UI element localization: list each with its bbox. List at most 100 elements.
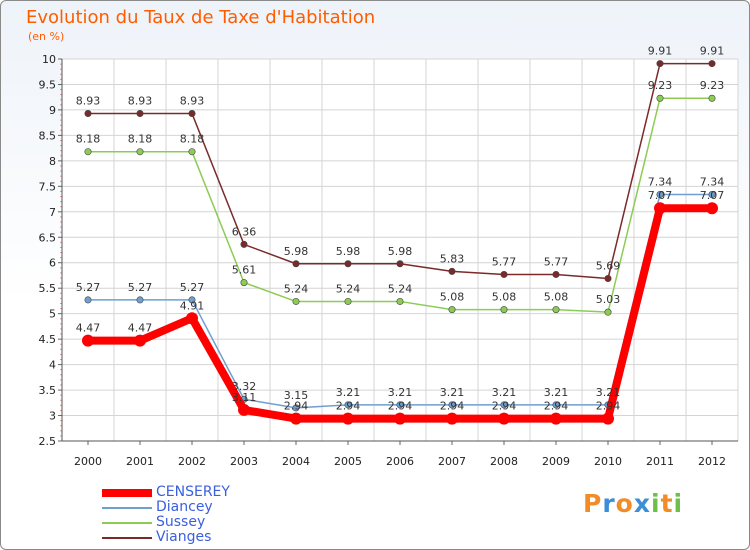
data-point-sussey — [84, 148, 92, 156]
x-tick-label: 2007 — [438, 455, 466, 468]
data-label-diancey: 7.34 — [700, 175, 725, 188]
data-point-censerey — [654, 202, 666, 215]
data-label-diancey: 3.21 — [544, 386, 569, 399]
data-label-censerey: 2.94 — [492, 400, 517, 413]
data-label-censerey: 4.47 — [128, 322, 153, 335]
data-point-diancey — [552, 401, 560, 409]
data-label-diancey: 5.27 — [76, 281, 101, 294]
data-label-sussey: 9.23 — [648, 79, 673, 92]
legend-label: Diancey — [156, 499, 213, 515]
data-point-vianges — [656, 60, 664, 68]
data-label-vianges: 5.83 — [440, 252, 465, 265]
data-label-diancey: 5.27 — [180, 281, 205, 294]
data-point-diancey — [396, 401, 404, 409]
data-point-diancey — [344, 401, 352, 409]
data-label-sussey: 5.61 — [232, 264, 257, 277]
y-tick-label: 5 — [49, 308, 56, 321]
y-tick-label: 4 — [49, 359, 56, 372]
chart-subtitle: (en %) — [28, 30, 65, 43]
data-label-vianges: 6.36 — [232, 225, 257, 238]
data-label-vianges: 5.77 — [492, 255, 517, 268]
y-tick-label: 8 — [49, 155, 56, 168]
legend-swatch — [102, 522, 152, 524]
legend-swatch — [102, 507, 152, 509]
data-point-vianges — [240, 240, 248, 248]
data-label-sussey: 5.08 — [492, 291, 517, 304]
legend-label: Sussey — [156, 514, 206, 530]
data-label-diancey: 3.32 — [232, 380, 257, 393]
data-label-censerey: 2.94 — [596, 400, 621, 413]
data-label-sussey: 5.08 — [440, 291, 465, 304]
data-label-diancey: 3.21 — [492, 386, 517, 399]
data-label-censerey: 4.47 — [76, 322, 101, 335]
y-tick-label: 4.5 — [39, 333, 57, 346]
brand-letter: x — [633, 489, 651, 518]
data-point-sussey — [344, 297, 352, 305]
data-point-diancey — [292, 404, 300, 412]
data-label-vianges: 8.93 — [76, 94, 101, 107]
plot-area — [62, 59, 738, 441]
data-point-censerey — [706, 202, 718, 215]
data-label-diancey: 3.21 — [388, 386, 413, 399]
data-label-sussey: 5.03 — [596, 293, 621, 306]
data-point-diancey — [188, 296, 196, 304]
data-label-sussey: 8.18 — [128, 133, 153, 146]
data-label-censerey: 2.94 — [388, 400, 413, 413]
data-label-vianges: 5.98 — [388, 245, 413, 258]
brand-letter: r — [602, 489, 616, 518]
data-point-vianges — [708, 60, 716, 68]
data-label-censerey: 2.94 — [284, 400, 309, 413]
data-point-censerey — [290, 412, 302, 425]
data-label-censerey: 3.11 — [232, 391, 257, 404]
data-point-diancey — [656, 190, 664, 198]
data-label-sussey: 5.24 — [388, 282, 413, 295]
data-point-censerey — [134, 334, 146, 347]
data-point-sussey — [188, 148, 196, 156]
data-label-diancey: 5.27 — [128, 281, 153, 294]
data-label-vianges: 9.91 — [648, 45, 673, 58]
y-tick-label: 2.5 — [39, 435, 57, 448]
x-tick-label: 2012 — [698, 455, 726, 468]
chart-title: Evolution du Taux de Taxe d'Habitation — [26, 7, 376, 28]
data-point-censerey — [82, 334, 94, 347]
data-point-diancey — [136, 296, 144, 304]
y-tick-label: 7.5 — [39, 180, 57, 193]
data-label-censerey: 2.94 — [544, 400, 569, 413]
data-label-diancey: 3.15 — [284, 389, 309, 402]
y-tick-label: 10 — [42, 53, 56, 66]
legend-label: Vianges — [156, 529, 212, 545]
data-label-sussey: 5.08 — [544, 291, 569, 304]
data-label-sussey: 8.18 — [180, 133, 205, 146]
y-tick-label: 3 — [49, 410, 56, 423]
data-point-vianges — [448, 267, 456, 275]
data-label-vianges: 5.77 — [544, 255, 569, 268]
data-point-sussey — [240, 279, 248, 287]
y-tick-label: 5.5 — [39, 282, 57, 295]
data-point-sussey — [708, 94, 716, 102]
data-point-censerey — [186, 312, 198, 325]
data-label-censerey: 2.94 — [336, 400, 361, 413]
data-point-diancey — [84, 296, 92, 304]
y-tick-label: 6.5 — [39, 231, 57, 244]
data-point-sussey — [396, 297, 404, 305]
y-tick-label: 7 — [49, 206, 56, 219]
brand-letter: i — [673, 489, 684, 518]
data-point-vianges — [292, 260, 300, 268]
legend-swatch — [102, 489, 152, 497]
data-label-censerey: 7.07 — [700, 189, 725, 202]
brand-letter: o — [615, 489, 634, 518]
x-tick-label: 2001 — [126, 455, 154, 468]
data-point-sussey — [448, 306, 456, 314]
data-point-vianges — [136, 109, 144, 117]
y-tick-label: 8.5 — [39, 129, 57, 142]
data-label-vianges: 8.93 — [128, 94, 153, 107]
x-tick-label: 2002 — [178, 455, 206, 468]
x-tick-label: 2004 — [282, 455, 310, 468]
data-point-diancey — [708, 190, 716, 198]
x-tick-label: 2003 — [230, 455, 258, 468]
x-tick-label: 2008 — [490, 455, 518, 468]
x-tick-label: 2010 — [594, 455, 622, 468]
legend-label: CENSEREY — [156, 484, 230, 500]
data-label-sussey: 8.18 — [76, 133, 101, 146]
